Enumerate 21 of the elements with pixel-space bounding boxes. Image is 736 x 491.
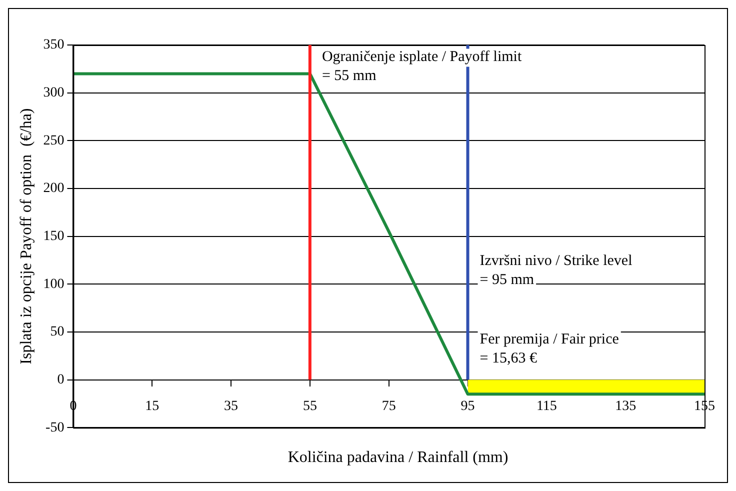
y-tick-label: 100 xyxy=(43,276,64,292)
x-tick-label: 75 xyxy=(382,398,396,414)
x-tick-label: 135 xyxy=(615,398,636,414)
x-tick-label: 95 xyxy=(460,398,475,414)
y-tick-label: 300 xyxy=(43,85,64,100)
y-tick-label: 50 xyxy=(50,324,64,340)
y-tick-label: 200 xyxy=(43,181,64,196)
y-axis-title: Isplata iz opcije Payoff of option (€/ha) xyxy=(18,108,35,364)
x-axis-title: Količina padavina / Rainfall (mm) xyxy=(286,449,510,467)
y-tick-label: 0 xyxy=(57,372,64,388)
x-tick-label: 15 xyxy=(145,398,160,414)
annotation: Fer premija / Fair price = 15,63 € xyxy=(480,331,620,366)
x-tick-label: 115 xyxy=(536,398,557,414)
x-tick-label: 55 xyxy=(302,398,317,414)
annotation: Izvršni nivo / Strike level = 95 mm xyxy=(480,252,632,288)
y-tick-label: 150 xyxy=(43,228,64,244)
x-tick-label: 35 xyxy=(224,398,238,414)
y-tick-label: -50 xyxy=(46,420,64,436)
annotation: Ograničenje isplate / Payoff limit = 55 mm xyxy=(322,49,522,84)
y-tick-label: 350 xyxy=(43,38,64,53)
y-tick-label: 250 xyxy=(43,133,64,148)
